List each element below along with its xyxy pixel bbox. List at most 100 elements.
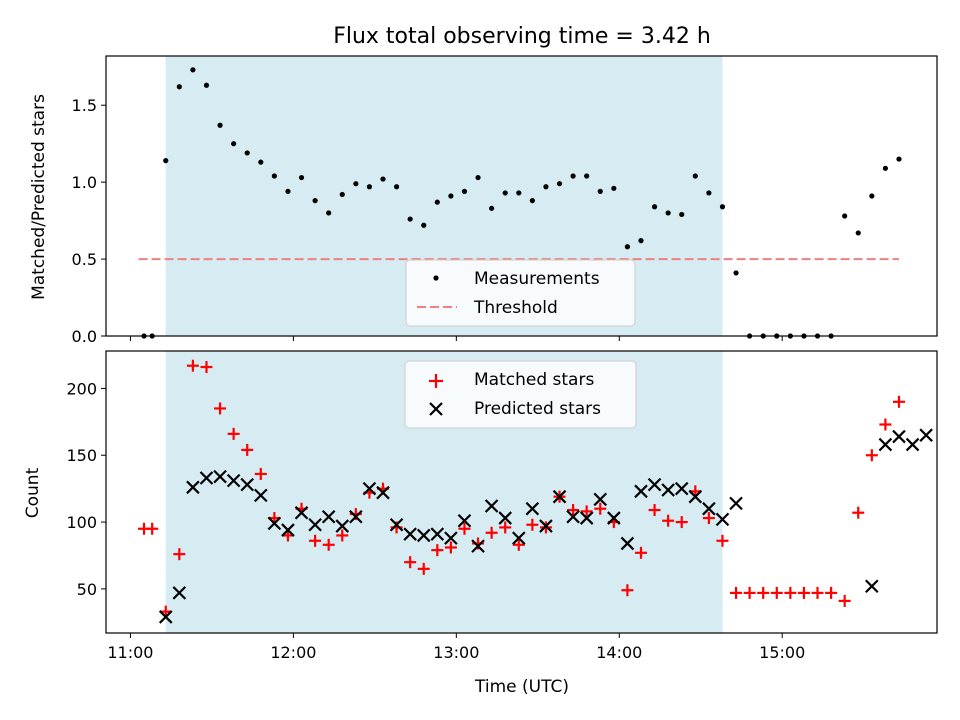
- matched-star-point: [214, 402, 227, 415]
- matched-star-point: [743, 586, 756, 599]
- measurement-point: [692, 173, 698, 179]
- matched-star-point: [146, 522, 159, 535]
- measurement-point: [570, 173, 576, 179]
- measurement-point: [556, 181, 563, 187]
- top-xticks: [129, 336, 783, 341]
- predicted-star-point: [607, 511, 621, 525]
- top-ytick-label: 0.5: [72, 250, 97, 269]
- predicted-star-point: [213, 469, 227, 484]
- matched-star-point: [580, 505, 593, 518]
- measurement-point: [380, 176, 386, 182]
- bottom-xticks: 11:00 12:00 13:00 14:00 15:00: [107, 633, 805, 662]
- predicted-star-point: [321, 509, 336, 524]
- measurement-point: [706, 190, 712, 196]
- matched-star-point: [879, 418, 892, 431]
- measurement-point: [529, 198, 535, 204]
- matched-star-point: [404, 556, 417, 569]
- measurement-point: [896, 156, 902, 162]
- top-ytick-label: 0.0: [72, 327, 97, 346]
- predicted-star-point: [688, 489, 703, 504]
- matched-star-point: [730, 586, 743, 599]
- predicted-star-point: [471, 539, 485, 553]
- matched-star-point: [621, 584, 634, 597]
- measurement-point: [516, 190, 522, 196]
- matched-star-point: [797, 586, 810, 599]
- measurement-point: [611, 185, 617, 191]
- matched-star-point: [594, 502, 607, 515]
- predicted-star-point: [308, 517, 322, 532]
- measurement-point: [244, 150, 250, 156]
- bottom-xtick-label: 15:00: [759, 643, 805, 662]
- predicted-star-point: [674, 481, 689, 496]
- predicted-star-point: [919, 428, 933, 442]
- predicted-star-point: [702, 501, 716, 516]
- matched-star-point: [784, 586, 797, 599]
- measurement-point: [434, 199, 440, 205]
- matched-star-point: [648, 504, 661, 517]
- matched-star-point: [526, 518, 539, 531]
- predicted-star-point: [647, 477, 662, 492]
- predicted-star-point: [376, 485, 390, 500]
- matched-star-point: [852, 506, 865, 519]
- bottom-ytick-label: 150: [66, 446, 97, 465]
- matched-star-point: [499, 521, 512, 534]
- bottom-yticks: 50 100 150 200: [66, 379, 106, 599]
- measurement-point: [163, 158, 169, 164]
- matched-star-point: [431, 544, 444, 557]
- legend-threshold-label: Threshold: [473, 298, 558, 318]
- predicted-stars-points: [158, 428, 933, 624]
- legend-predicted-marker: [429, 402, 443, 416]
- predicted-star-point: [865, 579, 879, 594]
- matched-star-point: [662, 514, 675, 527]
- matched-star-point: [444, 541, 457, 554]
- measurement-point: [326, 210, 332, 216]
- predicted-star-point: [226, 473, 241, 488]
- measurement-point: [475, 174, 481, 181]
- predicted-star-point: [335, 519, 350, 533]
- measurement-point: [869, 193, 875, 199]
- matched-stars-points: [138, 359, 905, 618]
- predicted-star-point: [620, 536, 635, 551]
- top-panel: 0.0 0.5 1.0 1.5 Matched/Predicted stars Mea…: [29, 55, 938, 346]
- predicted-star-point: [403, 527, 417, 541]
- matched-star-point: [322, 538, 335, 551]
- measurement-point: [638, 238, 644, 244]
- matched-star-point: [634, 546, 647, 559]
- matched-star-point: [838, 594, 851, 607]
- measurement-point: [190, 67, 196, 73]
- measurement-point: [624, 244, 631, 250]
- matched-star-point: [417, 562, 430, 575]
- predicted-star-point: [349, 509, 363, 524]
- top-y-axis-label: Matched/Predicted stars: [29, 94, 49, 300]
- legend-measurements-label: Measurements: [474, 269, 600, 289]
- measurement-point: [298, 174, 305, 181]
- predicted-star-point: [634, 484, 648, 499]
- matched-star-point: [892, 395, 905, 408]
- measurement-point: [393, 184, 400, 190]
- measurement-point: [203, 82, 210, 88]
- measurement-point: [421, 222, 427, 228]
- bottom-panel: 50 100 150 200 11:00 12:00 13:00 14:00 15:00 Co…: [23, 350, 938, 697]
- measurement-point: [855, 230, 861, 236]
- measurement-point: [339, 191, 345, 198]
- matched-star-point: [716, 534, 729, 547]
- bottom-legend: Matched stars Predicted stars: [404, 360, 637, 429]
- measurement-point: [719, 204, 726, 210]
- measurement-point: [882, 165, 889, 171]
- predicted-star-point: [240, 477, 254, 492]
- predicted-star-point: [199, 471, 214, 485]
- measurement-point: [461, 188, 468, 194]
- matched-star-point: [173, 548, 186, 561]
- measurement-point: [842, 213, 848, 219]
- predicted-star-point: [579, 511, 594, 525]
- predicted-star-point: [593, 492, 608, 507]
- predicted-star-point: [254, 488, 268, 503]
- matched-star-point: [200, 361, 213, 374]
- top-ytick-label: 1.5: [72, 96, 97, 115]
- measurement-point: [258, 159, 264, 165]
- measurement-point: [217, 122, 223, 128]
- predicted-star-point: [158, 610, 173, 624]
- x-axis-label: Time (UTC): [474, 677, 569, 697]
- predicted-star-point: [539, 519, 553, 533]
- predicted-star-point: [525, 501, 540, 516]
